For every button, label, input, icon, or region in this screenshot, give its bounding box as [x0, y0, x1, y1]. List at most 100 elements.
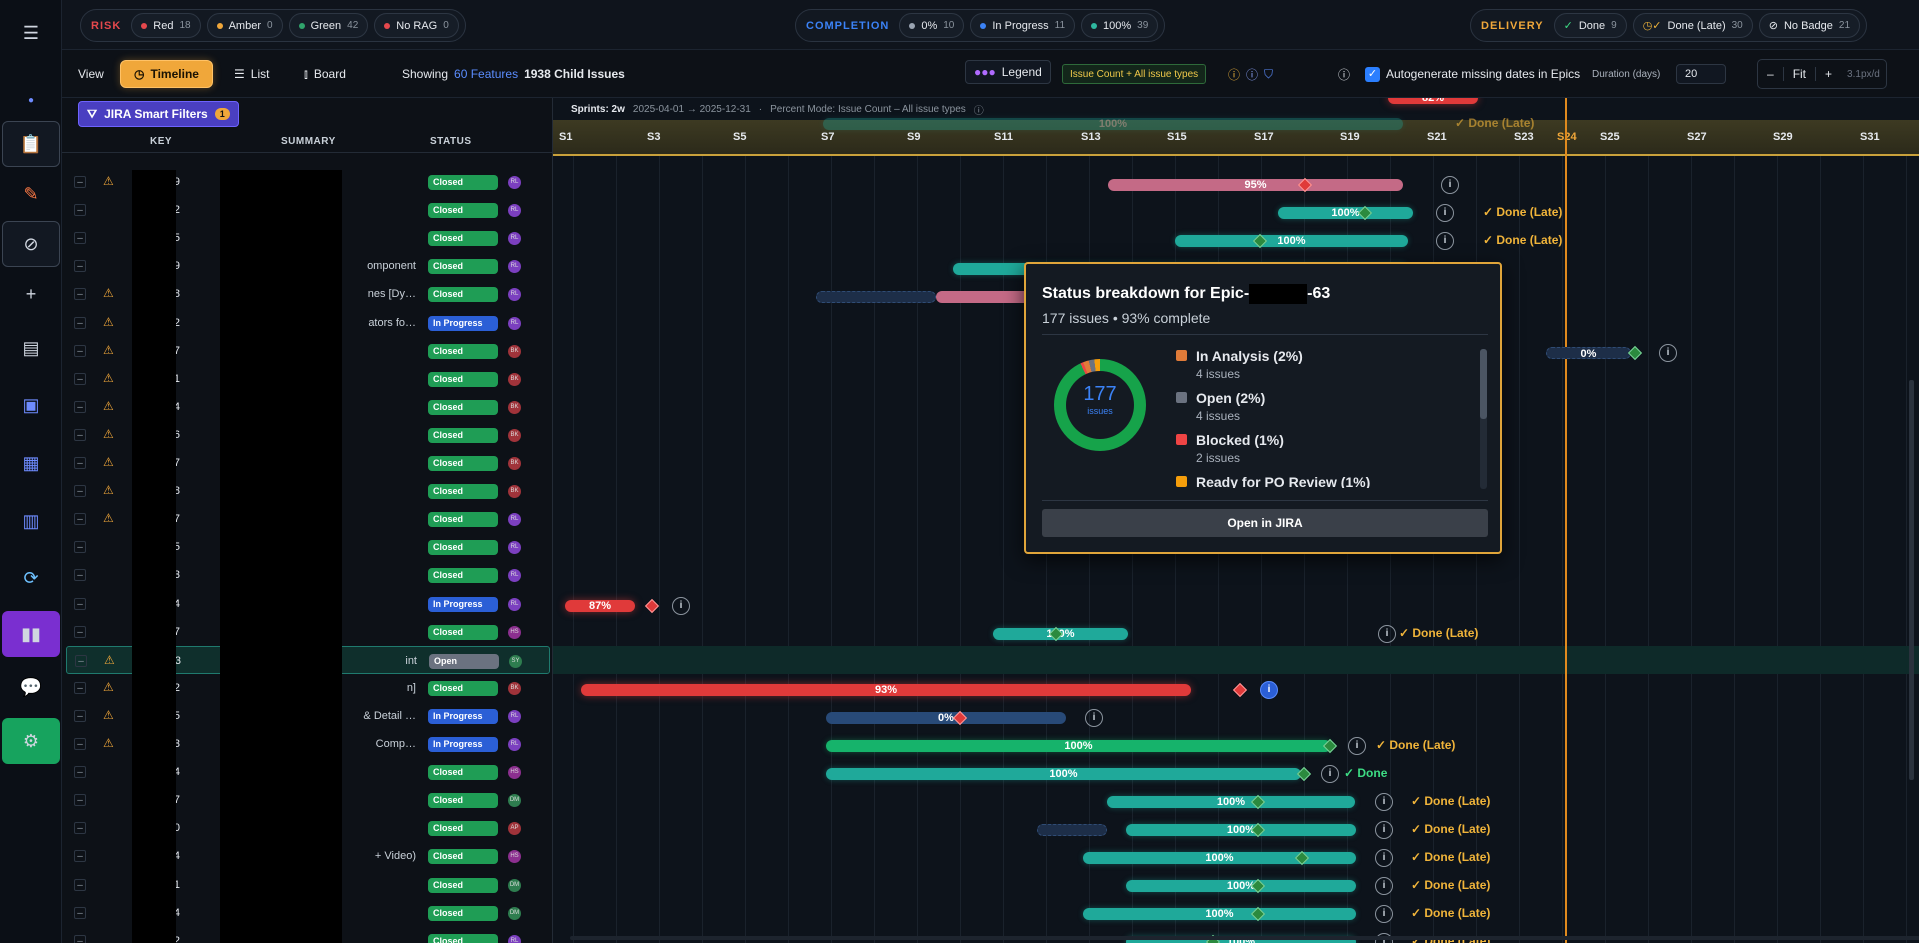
tab-timeline[interactable]: ◷ Timeline	[120, 60, 213, 88]
gantt-bar[interactable]: 100%	[826, 768, 1301, 781]
autogen-toggle[interactable]: ✓ Autogenerate missing dates in Epics	[1365, 60, 1580, 88]
collapse-icon[interactable]: –	[74, 344, 86, 357]
gantt-bar[interactable]	[816, 291, 936, 304]
document-icon[interactable]: ▤	[22, 337, 40, 358]
popup-scrollbar[interactable]	[1480, 349, 1487, 489]
info-icon[interactable]: i	[1085, 708, 1103, 727]
collapse-icon[interactable]: –	[74, 400, 86, 413]
milestone-diamond-icon[interactable]	[1232, 682, 1248, 697]
checkbox-checked-icon[interactable]: ✓	[1365, 66, 1380, 82]
key-header[interactable]: KEY	[150, 136, 173, 147]
collapse-icon[interactable]: –	[74, 597, 86, 610]
info-icon[interactable]: i	[1375, 849, 1393, 868]
collapse-icon[interactable]: –	[74, 204, 86, 217]
completion-zero-chip[interactable]: 0% 10	[899, 13, 965, 38]
info-icon[interactable]: i	[1659, 344, 1677, 363]
edit-icon[interactable]: ✎	[23, 183, 39, 204]
info-icon[interactable]: i	[1378, 624, 1396, 643]
shield-icon[interactable]: ⛉	[1264, 66, 1274, 81]
collapse-icon[interactable]: –	[75, 654, 87, 667]
info-icon[interactable]: i	[1348, 737, 1366, 755]
tab-list[interactable]: ☰ List	[234, 60, 269, 88]
milestone-diamond-icon[interactable]	[1627, 346, 1643, 361]
collapse-icon[interactable]: –	[74, 176, 86, 188]
collapse-icon[interactable]: –	[74, 822, 86, 835]
gantt-bar[interactable]: 87%	[565, 599, 635, 612]
gantt-bar[interactable]: 100%	[1083, 908, 1356, 921]
risk-green-chip[interactable]: Green 42	[288, 13, 369, 38]
info-icon[interactable]: i	[1375, 793, 1393, 812]
scroll-thumb[interactable]	[1480, 349, 1487, 419]
collapse-icon[interactable]: –	[74, 457, 86, 469]
info-icon[interactable]: i	[1441, 176, 1459, 194]
info-icon[interactable]: ⓘ	[1246, 67, 1259, 82]
sliders-icon[interactable]: ⚙	[2, 718, 60, 764]
collapse-icon[interactable]: –	[74, 232, 86, 245]
info-icon[interactable]: i	[1321, 765, 1339, 784]
refresh-icon[interactable]: ⟳	[23, 567, 39, 588]
gantt-bar[interactable]: 100%	[1083, 852, 1356, 865]
gantt-bar[interactable]: 100%	[1126, 880, 1356, 893]
clipboard-icon[interactable]: 📋	[2, 121, 60, 167]
collapse-icon[interactable]: –	[74, 625, 86, 638]
help-icon[interactable]: ⓘ	[1338, 67, 1351, 82]
collapse-icon[interactable]: –	[74, 681, 86, 694]
risk-norag-chip[interactable]: No RAG 0	[374, 13, 459, 38]
chart-icon[interactable]: ▥	[22, 510, 40, 531]
info-icon[interactable]: ⓘ	[1228, 67, 1241, 82]
open-in-jira-button[interactable]: Open in JIRA	[1042, 509, 1488, 537]
zoom-out-button[interactable]: –	[1767, 67, 1774, 81]
zoom-in-button[interactable]: +	[1825, 67, 1833, 81]
collapse-icon[interactable]: –	[74, 738, 86, 750]
gantt-bar[interactable]: 93%	[581, 683, 1191, 696]
count-mode-select[interactable]: Issue Count + All issue types	[1062, 64, 1207, 84]
table-row[interactable]: –1737ClosedHS	[66, 618, 550, 646]
hamburger-menu-icon[interactable]: ☰	[22, 22, 40, 43]
delivery-done-chip[interactable]: ✓ Done 9	[1553, 13, 1627, 38]
gantt-bar[interactable]	[1037, 824, 1107, 837]
gantt-bar[interactable]: 100%	[1278, 207, 1413, 220]
status-header[interactable]: STATUS	[430, 136, 472, 147]
risk-amber-chip[interactable]: Amber 0	[206, 13, 283, 38]
completion-full-chip[interactable]: 100% 39	[1081, 13, 1159, 38]
horizontal-scrollbar[interactable]	[570, 936, 1919, 940]
milestone-diamond-icon[interactable]	[644, 598, 660, 613]
delivery-late-chip[interactable]: ◷✓ Done (Late) 30	[1632, 13, 1753, 38]
gantt-bar[interactable]: 95%	[1108, 179, 1403, 191]
table-row[interactable]: –⚠506ClosedBK	[66, 421, 550, 449]
collapse-icon[interactable]: –	[74, 850, 86, 863]
collapse-icon[interactable]: –	[74, 513, 86, 526]
collapse-icon[interactable]: –	[74, 260, 86, 273]
completion-progress-chip[interactable]: In Progress 11	[970, 13, 1076, 38]
summary-header[interactable]: SUMMARY	[281, 136, 336, 147]
info-icon[interactable]: i	[1436, 204, 1454, 223]
collapse-icon[interactable]: –	[74, 288, 86, 301]
dot-icon[interactable]: ●	[27, 94, 35, 106]
collapse-icon[interactable]: –	[74, 906, 86, 919]
collapse-icon[interactable]: –	[74, 766, 86, 779]
duration-input[interactable]: 20	[1676, 64, 1726, 84]
gantt-bar[interactable]: 0%	[826, 711, 1066, 724]
chat-icon[interactable]: 💬	[19, 676, 43, 697]
info-icon[interactable]: i	[1375, 877, 1393, 896]
gantt-bar[interactable]: 82%	[1388, 98, 1478, 104]
info-icon[interactable]: i	[1260, 680, 1278, 699]
collapse-icon[interactable]: –	[74, 541, 86, 554]
risk-red-chip[interactable]: Red 18	[131, 13, 201, 38]
analytics-icon[interactable]: ▮▮	[2, 611, 60, 657]
info-icon[interactable]: i	[1375, 821, 1393, 840]
collapse-icon[interactable]: –	[74, 316, 86, 329]
info-icon[interactable]: ⓘ	[973, 105, 984, 117]
save-icon[interactable]: ▣	[22, 394, 40, 415]
info-icon[interactable]: i	[1436, 232, 1454, 251]
gantt-bar[interactable]: 100%	[1175, 235, 1408, 248]
info-icon[interactable]: i	[1375, 905, 1393, 924]
zoom-fit-button[interactable]: Fit	[1782, 67, 1817, 81]
collapse-icon[interactable]: –	[74, 372, 86, 385]
smart-filters-button[interactable]: ⛛ JIRA Smart Filters 1	[78, 101, 239, 127]
vertical-scrollbar[interactable]	[1909, 380, 1914, 780]
legend-button[interactable]: ●●● Legend	[965, 60, 1051, 84]
collapse-icon[interactable]: –	[74, 428, 86, 441]
